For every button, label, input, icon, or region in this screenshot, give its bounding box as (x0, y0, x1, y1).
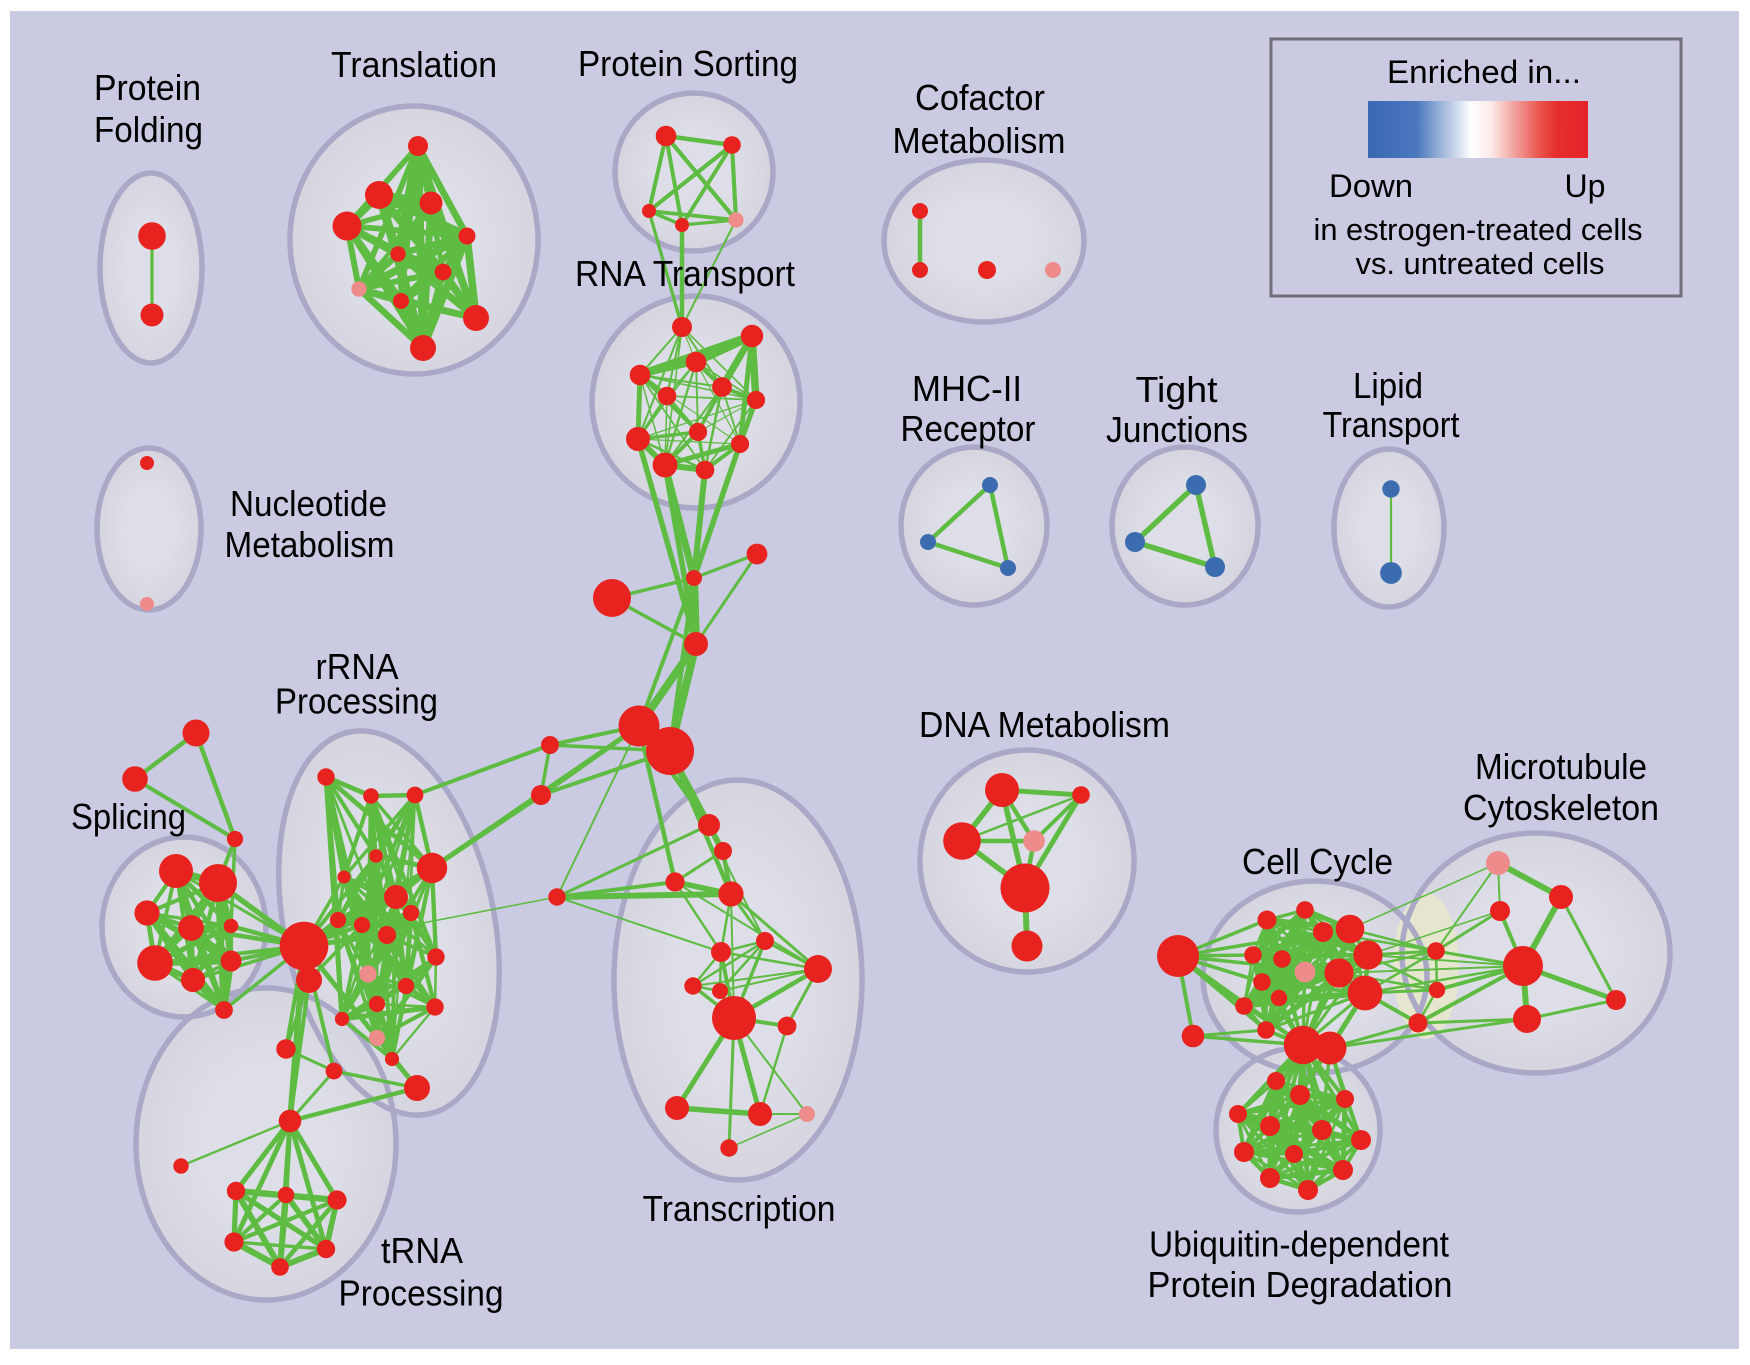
svg-text:Microtubule: Microtubule (1475, 746, 1647, 787)
svg-text:vs. untreated cells: vs. untreated cells (1356, 246, 1605, 281)
svg-text:Cell Cycle: Cell Cycle (1242, 841, 1393, 882)
svg-text:Tight: Tight (1136, 369, 1218, 410)
svg-text:Nucleotide: Nucleotide (230, 483, 387, 524)
svg-text:Splicing: Splicing (71, 796, 186, 837)
svg-text:Junctions: Junctions (1106, 409, 1248, 450)
svg-text:Protein: Protein (94, 67, 201, 108)
svg-text:Transcription: Transcription (643, 1188, 836, 1229)
svg-text:Protein Sorting: Protein Sorting (578, 43, 798, 84)
svg-text:rRNA: rRNA (316, 646, 399, 687)
svg-text:Receptor: Receptor (901, 408, 1036, 449)
svg-text:Metabolism: Metabolism (893, 120, 1066, 161)
svg-text:Processing: Processing (275, 681, 438, 722)
svg-text:Protein Degradation: Protein Degradation (1148, 1264, 1453, 1305)
svg-text:Metabolism: Metabolism (225, 524, 395, 565)
svg-text:MHC-II: MHC-II (912, 368, 1022, 409)
svg-text:RNA Transport: RNA Transport (575, 253, 795, 294)
svg-text:Cofactor: Cofactor (915, 77, 1045, 118)
svg-text:Translation: Translation (331, 44, 497, 85)
svg-text:tRNA: tRNA (381, 1230, 463, 1271)
svg-text:Ubiquitin-dependent: Ubiquitin-dependent (1149, 1224, 1449, 1265)
svg-text:Cytoskeleton: Cytoskeleton (1463, 787, 1659, 828)
svg-text:Processing: Processing (339, 1273, 504, 1314)
svg-text:Folding: Folding (94, 109, 203, 150)
svg-text:DNA Metabolism: DNA Metabolism (919, 704, 1170, 745)
svg-text:Lipid: Lipid (1353, 365, 1423, 406)
svg-text:Enriched in...: Enriched in... (1387, 54, 1581, 90)
svg-text:Up: Up (1565, 168, 1606, 204)
svg-text:Transport: Transport (1323, 404, 1460, 445)
svg-text:Down: Down (1329, 168, 1413, 204)
svg-text:in estrogen-treated cells: in estrogen-treated cells (1314, 212, 1643, 247)
